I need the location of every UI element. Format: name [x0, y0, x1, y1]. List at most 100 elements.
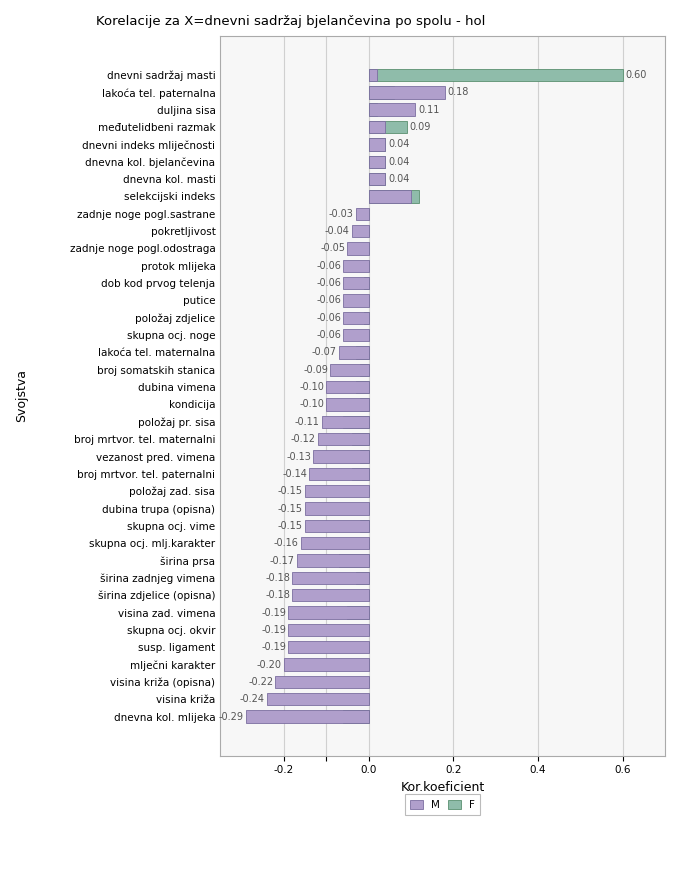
Text: -0.07: -0.07 — [311, 348, 337, 357]
Text: -0.13: -0.13 — [286, 452, 311, 461]
Bar — [305, 502, 369, 514]
Bar — [364, 277, 369, 289]
Text: -0.18: -0.18 — [265, 590, 290, 600]
Text: -0.04: -0.04 — [324, 226, 350, 236]
Bar — [356, 572, 369, 584]
Text: 0.11: 0.11 — [418, 105, 439, 115]
Bar — [343, 295, 369, 307]
Bar — [339, 554, 369, 567]
Bar — [343, 415, 369, 428]
Text: -0.24: -0.24 — [240, 694, 265, 704]
Text: -0.06: -0.06 — [316, 313, 341, 322]
Bar — [347, 607, 369, 619]
Bar — [369, 121, 386, 133]
Bar — [369, 86, 394, 99]
Bar — [356, 381, 369, 394]
Text: -0.16: -0.16 — [274, 538, 299, 548]
Text: -0.06: -0.06 — [316, 295, 341, 306]
Text: -0.19: -0.19 — [261, 642, 286, 653]
Bar — [369, 190, 420, 202]
Text: -0.15: -0.15 — [278, 521, 303, 531]
Bar — [292, 572, 369, 584]
Text: -0.12: -0.12 — [290, 434, 316, 444]
Bar — [364, 312, 369, 324]
Text: -0.05: -0.05 — [320, 243, 345, 254]
Bar — [356, 208, 369, 220]
Bar — [326, 381, 369, 394]
Bar — [343, 277, 369, 289]
Text: 0.04: 0.04 — [388, 174, 410, 184]
Bar — [343, 312, 369, 324]
Text: -0.03: -0.03 — [329, 209, 354, 219]
Bar — [288, 641, 369, 653]
Text: -0.06: -0.06 — [316, 278, 341, 289]
Bar — [369, 156, 386, 168]
Bar — [343, 328, 369, 342]
Bar — [288, 607, 369, 619]
Text: -0.10: -0.10 — [299, 400, 324, 409]
Bar — [369, 190, 411, 202]
Bar — [305, 485, 369, 497]
Bar — [360, 450, 369, 463]
Text: -0.29: -0.29 — [218, 712, 243, 721]
Bar — [313, 450, 369, 463]
Bar — [275, 676, 369, 688]
Bar — [369, 156, 386, 168]
X-axis label: Kor.koeficient: Kor.koeficient — [401, 781, 485, 793]
Text: Korelacije za X=dnevni sadržaj bjelančevina po spolu - hol: Korelacije za X=dnevni sadržaj bjelančev… — [96, 15, 485, 28]
Bar — [369, 173, 386, 185]
Text: -0.18: -0.18 — [265, 573, 290, 583]
Bar — [369, 69, 623, 82]
Bar — [343, 260, 369, 272]
Bar — [339, 346, 369, 359]
Text: -0.11: -0.11 — [295, 417, 320, 427]
Bar — [343, 710, 369, 723]
Bar — [369, 69, 377, 82]
Bar — [245, 710, 369, 723]
Text: 0.04: 0.04 — [388, 139, 410, 149]
Text: 0.04: 0.04 — [388, 156, 410, 167]
Text: -0.06: -0.06 — [316, 261, 341, 271]
Bar — [360, 520, 369, 532]
Bar — [369, 103, 377, 116]
Text: -0.09: -0.09 — [303, 365, 328, 375]
Bar — [347, 242, 369, 255]
Bar — [301, 537, 369, 549]
Bar — [356, 346, 369, 359]
Bar — [369, 173, 386, 185]
Text: -0.19: -0.19 — [261, 625, 286, 635]
Text: -0.15: -0.15 — [278, 503, 303, 514]
Bar — [305, 520, 369, 532]
Bar — [352, 225, 369, 237]
Text: -0.15: -0.15 — [278, 486, 303, 496]
Bar — [284, 659, 369, 671]
Bar — [309, 468, 369, 480]
Y-axis label: Svojstva: Svojstva — [15, 369, 28, 422]
Bar — [288, 624, 369, 636]
Bar — [369, 138, 386, 150]
Text: -0.22: -0.22 — [248, 677, 273, 687]
Text: -0.10: -0.10 — [299, 382, 324, 392]
Text: -0.20: -0.20 — [256, 660, 282, 670]
Bar — [369, 121, 407, 133]
Bar — [369, 103, 415, 116]
Text: -0.19: -0.19 — [261, 607, 286, 618]
Bar — [360, 363, 369, 376]
Text: -0.14: -0.14 — [282, 469, 307, 479]
Bar — [330, 363, 369, 376]
Bar — [296, 554, 369, 567]
Text: -0.17: -0.17 — [269, 555, 294, 566]
Text: 0.60: 0.60 — [626, 70, 647, 80]
Bar — [352, 433, 369, 446]
Bar — [318, 433, 369, 446]
Text: 0.09: 0.09 — [409, 122, 431, 132]
Bar — [369, 138, 386, 150]
Bar — [326, 398, 369, 411]
Text: -0.06: -0.06 — [316, 330, 341, 340]
Bar — [369, 86, 445, 99]
Bar — [352, 468, 369, 480]
Bar — [322, 415, 369, 428]
Bar — [292, 589, 369, 601]
Bar — [360, 398, 369, 411]
Text: 0.18: 0.18 — [447, 88, 469, 97]
